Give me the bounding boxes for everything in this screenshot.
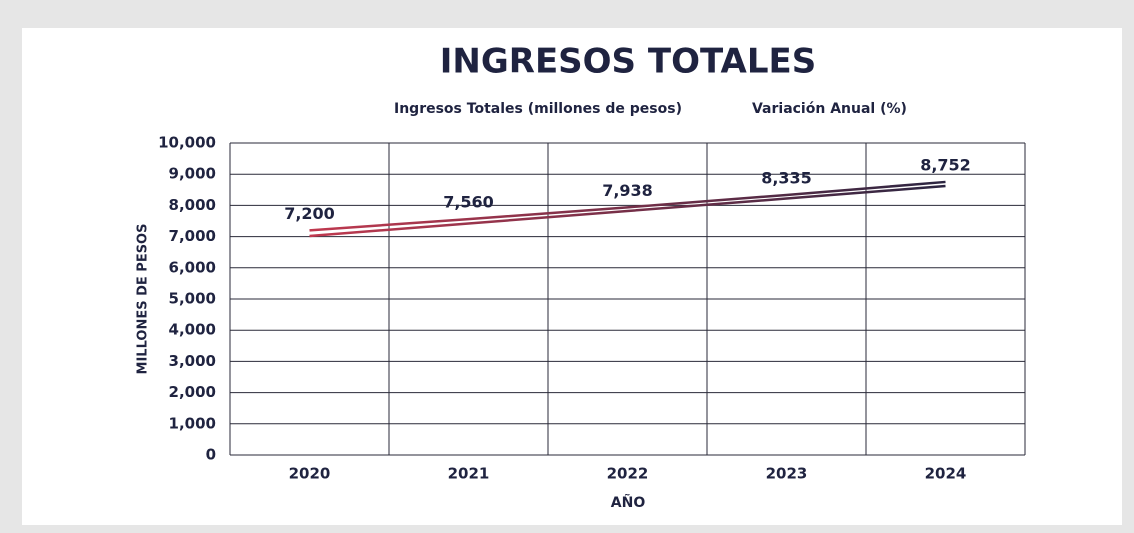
data-label: 7,938 — [602, 181, 653, 200]
x-tick-label: 2021 — [448, 465, 490, 483]
series-line — [309, 184, 946, 238]
data-label: 8,335 — [761, 168, 812, 187]
y-tick-label: 1,000 — [169, 414, 216, 432]
x-axis-label: AÑO — [611, 494, 646, 511]
data-label: 7,200 — [284, 204, 335, 223]
data-label: 8,752 — [920, 155, 971, 174]
chart-title: INGRESOS TOTALES — [440, 42, 816, 82]
y-tick-label: 2,000 — [169, 383, 216, 401]
x-tick-label: 2024 — [925, 465, 967, 483]
y-tick-label: 9,000 — [169, 165, 216, 183]
y-tick-label: 8,000 — [169, 196, 216, 214]
y-tick-label: 5,000 — [169, 290, 216, 308]
legend-item: Ingresos Totales (millones de pesos) — [352, 101, 682, 117]
legend-label: Variación Anual (%) — [752, 101, 907, 117]
y-tick-label: 3,000 — [169, 352, 216, 370]
y-tick-label: 10,000 — [158, 134, 216, 152]
x-tick-label: 2020 — [289, 465, 331, 483]
legend-item: Variación Anual (%) — [709, 101, 907, 117]
legend-label: Ingresos Totales (millones de pesos) — [394, 101, 682, 117]
y-tick-label: 0 — [206, 446, 216, 464]
panel — [22, 28, 1122, 525]
y-tick-label: 6,000 — [169, 258, 216, 276]
y-axis-label: MILLONES DE PESOS — [136, 224, 151, 375]
x-tick-label: 2023 — [766, 465, 808, 483]
x-tick-label: 2022 — [607, 465, 649, 483]
y-tick-label: 7,000 — [169, 227, 216, 245]
y-tick-label: 4,000 — [169, 321, 216, 339]
series-line — [309, 180, 946, 232]
data-label: 7,560 — [443, 193, 494, 212]
